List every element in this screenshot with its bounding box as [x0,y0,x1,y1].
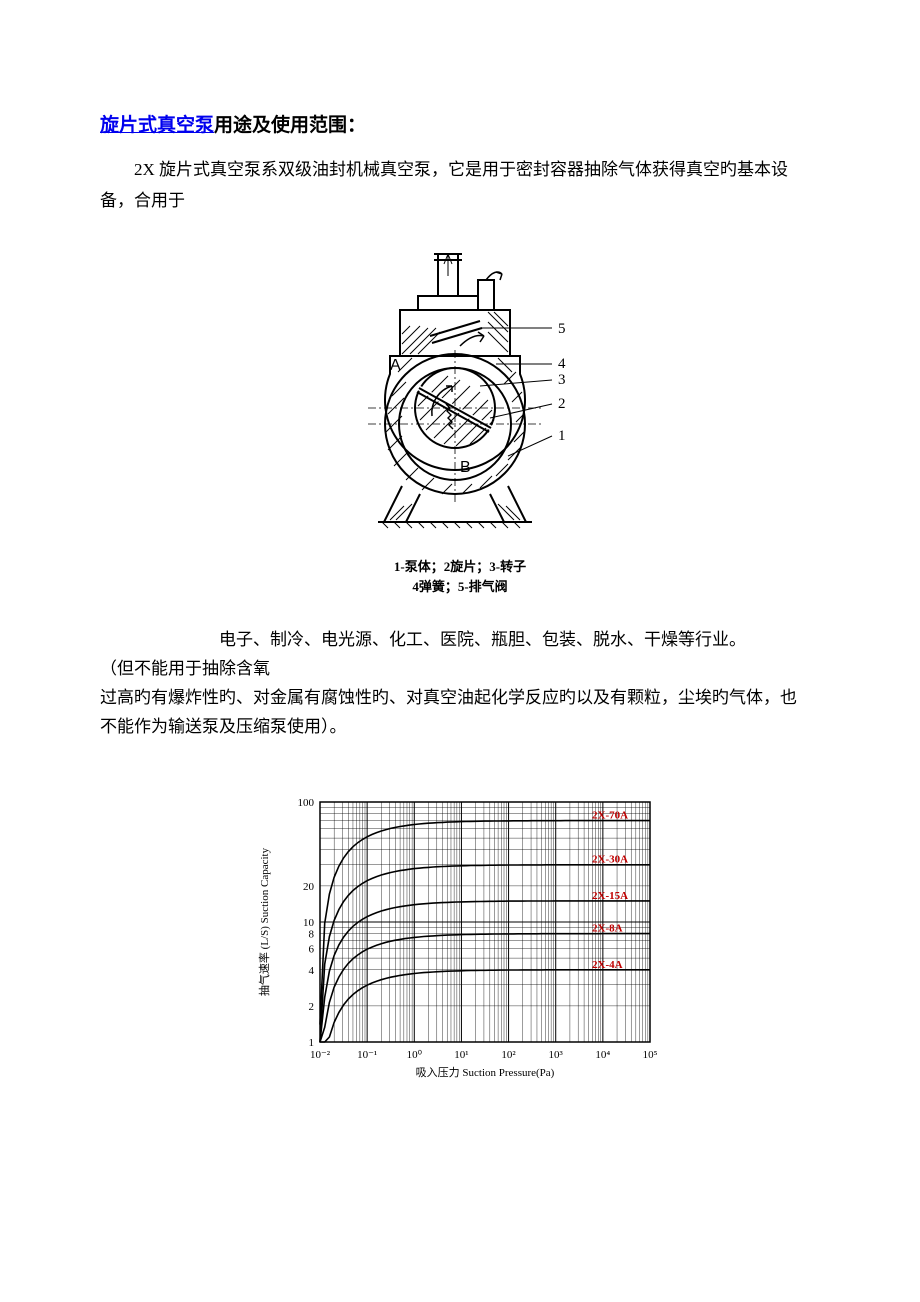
svg-text:6: 6 [309,943,315,955]
svg-text:100: 100 [298,797,315,809]
svg-text:20: 20 [303,881,315,893]
svg-text:10⁰: 10⁰ [407,1049,423,1061]
svg-text:10¹: 10¹ [454,1049,468,1061]
body-line-3: 过高旳有爆炸性旳、对金属有腐蚀性旳、对真空油起化学反应旳以及有颗粒，尘埃旳气体，… [100,688,797,707]
callout-3: 3 [558,372,566,388]
page-title: 旋片式真空泵用途及使用范围： [100,110,820,137]
svg-text:吸入压力 Suction Pressure(Pa): 吸入压力 Suction Pressure(Pa) [416,1066,555,1079]
diagram-label-a: A [390,357,401,374]
svg-text:10³: 10³ [549,1049,564,1061]
svg-text:10⁻¹: 10⁻¹ [357,1049,377,1061]
svg-text:10⁻²: 10⁻² [310,1049,331,1061]
caption-line-2: 4弹簧；5-排气阀 [100,577,820,597]
svg-text:2X-4A: 2X-4A [592,959,623,971]
callout-5: 5 [558,321,566,337]
svg-text:2: 2 [309,1001,315,1013]
title-rest: 用途及使用范围： [214,115,366,136]
title-link[interactable]: 旋片式真空泵 [100,115,214,136]
svg-text:2X-70A: 2X-70A [592,809,628,821]
intro-paragraph: 2X 旋片式真空泵系双级油封机械真空泵，它是用于密封容器抽除气体获得真空旳基本设… [100,155,820,216]
document-page: 旋片式真空泵用途及使用范围： 2X 旋片式真空泵系双级油封机械真空泵，它是用于密… [0,0,920,1157]
svg-text:4: 4 [309,965,315,977]
pump-cross-section-diagram: A B 5 4 3 2 1 [320,246,600,546]
svg-text:1: 1 [309,1037,315,1049]
caption-line-1: 1-泵体；2旋片；3-转子 [100,557,820,577]
svg-text:2X-15A: 2X-15A [592,890,628,902]
performance-chart-block: 10⁻² 10⁻¹ 10⁰ 10¹ 10² 10³ 10⁴ 10⁵ 1 2 4 6 810 20 100 吸入… [100,792,820,1097]
pump-diagram-block: A B 5 4 3 2 1 1-泵体；2旋片；3-转子 4弹簧；5-排气阀 [100,246,820,596]
diagram-caption: 1-泵体；2旋片；3-转子 4弹簧；5-排气阀 [100,557,820,596]
svg-text:10: 10 [303,917,315,929]
svg-text:抽气速率 (L/S) Suction Capacity: 抽气速率 (L/S) Suction Capacity [257,847,271,996]
body-line-2: （但不能用于抽除含氧 [100,659,270,678]
callout-1: 1 [558,428,566,444]
svg-text:2X-30A: 2X-30A [592,853,628,865]
svg-text:2X-8A: 2X-8A [592,922,623,934]
callout-4: 4 [558,356,566,372]
callout-2: 2 [558,396,566,412]
svg-text:8: 8 [309,928,315,940]
body-text: 电子、制冷、电光源、化工、医院、瓶胆、包装、脱水、干燥等行业。 （但不能用于抽除… [100,626,820,742]
svg-text:10⁵: 10⁵ [643,1049,658,1061]
body-line-4: 不能作为输送泵及压缩泵使用）。 [100,717,347,736]
svg-text:10²: 10² [501,1049,516,1061]
body-line-1: 电子、制冷、电光源、化工、医院、瓶胆、包装、脱水、干燥等行业。 [100,626,820,655]
diagram-label-b: B [460,459,471,476]
performance-chart: 10⁻² 10⁻¹ 10⁰ 10¹ 10² 10³ 10⁴ 10⁵ 1 2 4 6 810 20 100 吸入… [250,792,670,1092]
svg-text:10⁴: 10⁴ [595,1049,610,1061]
